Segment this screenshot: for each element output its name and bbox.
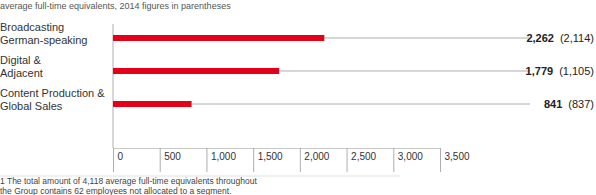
value-label-current: 1,779 <box>526 65 554 77</box>
category-label: BroadcastingGerman-speaking <box>0 21 87 46</box>
chart: average full-time equivalents, 2014 figu… <box>0 0 596 195</box>
tick-label: 2,500 <box>351 151 376 162</box>
tick: 2,000 <box>300 148 329 172</box>
zero-line <box>113 24 114 148</box>
tick-label: 0 <box>118 151 124 162</box>
tick-label: 3,500 <box>445 151 470 162</box>
tick: 2,500 <box>347 148 376 172</box>
tick-label: 1,000 <box>211 151 236 162</box>
tick: 1,500 <box>254 148 283 172</box>
tick: 0 <box>114 148 124 172</box>
tick-mark <box>347 148 348 172</box>
tick-mark <box>253 148 254 172</box>
footnote-line: the Group contains 62 employees not allo… <box>0 186 232 195</box>
tick: 1,000 <box>207 148 236 172</box>
tick-mark <box>393 148 394 172</box>
x-axis: 0 500 1,000 1,500 2,000 2,500 3,000 3,500 <box>114 148 470 172</box>
value-label: 1,779 (1,105) <box>526 65 594 77</box>
tick: 500 <box>160 148 181 172</box>
value-label-prior: (1,105) <box>559 65 594 77</box>
footnote-line: 1 The total amount of 4,118 average full… <box>0 176 257 186</box>
tick-mark <box>300 148 301 172</box>
tick: 3,000 <box>394 148 423 172</box>
category-label: Digital &Adjacent <box>0 54 43 79</box>
tick: 3,500 <box>441 148 470 172</box>
tick-mark <box>440 148 441 172</box>
bar <box>113 68 279 74</box>
tick-label: 2,000 <box>304 151 329 162</box>
category-label-line: Broadcasting <box>0 21 64 33</box>
bars <box>113 35 324 107</box>
value-label-prior: (2,114) <box>560 32 594 44</box>
category-label-line: Global Sales <box>0 100 63 112</box>
leader-line <box>279 71 530 72</box>
value-label: 841 (837) <box>544 98 594 110</box>
category-label-line: Adjacent <box>0 67 43 79</box>
subtitle: average full-time equivalents, 2014 figu… <box>0 1 231 11</box>
tick-label: 3,000 <box>398 151 423 162</box>
value-label-current: 2,262 <box>526 32 554 44</box>
category-label-line: Digital & <box>0 54 42 66</box>
category-label-line: German-speaking <box>0 34 87 46</box>
bar <box>113 35 324 41</box>
tick-mark <box>160 148 161 172</box>
category-label: Content Production &Global Sales <box>0 87 105 112</box>
tick-mark <box>206 148 207 172</box>
category-label-line: Content Production & <box>0 87 105 99</box>
leader-line <box>192 104 530 105</box>
tick-label: 500 <box>164 151 181 162</box>
axis-line <box>114 148 441 149</box>
value-label-prior: (837) <box>568 98 594 110</box>
footnote: 1 The total amount of 4,118 average full… <box>0 176 257 195</box>
tick-label: 1,500 <box>258 151 283 162</box>
leader-line <box>324 38 530 39</box>
value-label-current: 841 <box>544 98 562 110</box>
value-label: 2,262 (2,114) <box>526 32 594 44</box>
tick-mark <box>113 148 114 172</box>
bar <box>113 101 192 107</box>
